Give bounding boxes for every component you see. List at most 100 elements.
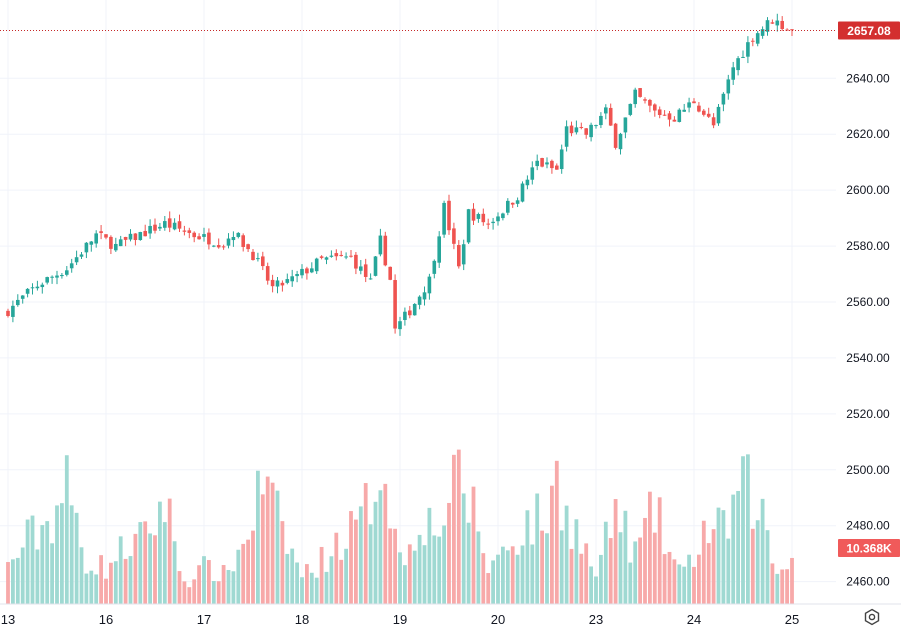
- volume-bar: [118, 536, 123, 604]
- candle-body: [177, 221, 182, 229]
- last-volume-label: 10.368K: [846, 542, 892, 556]
- candle-body: [128, 233, 133, 240]
- candle-body: [295, 274, 299, 277]
- volume-bar: [15, 557, 20, 604]
- volume-bar: [40, 525, 45, 604]
- volume-bar: [246, 539, 250, 604]
- volume-bar: [407, 544, 412, 604]
- candle-body: [657, 109, 662, 115]
- volume-bar: [603, 521, 608, 604]
- last-volume-badge: [838, 539, 900, 557]
- candle-body: [628, 103, 633, 115]
- candle-body: [11, 305, 15, 317]
- volume-bar: [211, 581, 216, 604]
- candle-body: [324, 257, 329, 260]
- candle-body: [638, 88, 642, 97]
- volume-bar: [452, 454, 456, 604]
- volume-bar: [613, 499, 618, 604]
- candle-body: [486, 223, 490, 225]
- candle-body: [510, 202, 515, 205]
- candle-body: [760, 29, 765, 36]
- volume-bar: [618, 532, 623, 604]
- volume-bar: [251, 530, 255, 604]
- candle-body: [569, 125, 574, 134]
- volume-bar: [648, 491, 652, 604]
- volume-bar: [329, 556, 334, 604]
- candle-body: [555, 165, 559, 170]
- candle-body: [726, 79, 731, 94]
- candle-body: [584, 128, 588, 135]
- candle-body: [751, 40, 755, 42]
- x-axis: 13 16 17 18 19 20 23 24 25: [0, 603, 901, 627]
- volume-bar: [559, 530, 564, 604]
- volume-bar: [746, 454, 750, 604]
- volume-bar: [780, 569, 785, 604]
- candle-body: [447, 200, 451, 231]
- candle-body: [721, 93, 726, 105]
- candle-body: [251, 251, 255, 261]
- candle-body: [349, 255, 353, 257]
- volume-bar: [226, 570, 231, 604]
- y-tick-label: 2500.00: [846, 463, 890, 477]
- volume-bar: [706, 543, 711, 604]
- y-tick-label: 2540.00: [846, 351, 890, 365]
- volume-bar: [692, 566, 696, 604]
- volume-bar: [608, 538, 613, 604]
- candle-body: [30, 287, 35, 289]
- candle-body: [633, 89, 637, 105]
- volume-bar: [628, 562, 633, 604]
- candle-body: [334, 253, 339, 257]
- candles: [6, 13, 794, 336]
- volume-bar: [319, 546, 324, 604]
- candle-body: [682, 109, 686, 112]
- candle-body: [290, 276, 294, 282]
- candle-body: [35, 286, 40, 289]
- x-tick-label: 25: [785, 612, 799, 627]
- candle-body: [780, 20, 784, 29]
- candle-body: [74, 257, 79, 263]
- volume-bar: [148, 533, 152, 604]
- candle-body: [618, 133, 623, 150]
- candle-body: [677, 109, 682, 122]
- volume-bar: [177, 571, 182, 604]
- volume-bar: [55, 505, 59, 604]
- volume-bar: [584, 543, 589, 604]
- candle-body: [192, 232, 196, 238]
- volume-bar: [20, 547, 25, 604]
- candle-body: [104, 234, 108, 238]
- volume-bar: [510, 546, 515, 604]
- candle-body: [461, 244, 466, 265]
- volume-bar: [501, 546, 505, 604]
- candle-body: [246, 244, 250, 250]
- volume-bar: [354, 519, 358, 604]
- candle-body: [256, 258, 260, 260]
- volume-bar: [109, 562, 113, 604]
- candle-body: [261, 256, 265, 267]
- volume-bar: [736, 490, 740, 604]
- candle-body: [579, 126, 584, 128]
- volume-bar: [505, 550, 510, 604]
- volume-bar: [545, 533, 549, 604]
- x-tick-label: 18: [295, 612, 309, 627]
- volume-bar: [324, 571, 329, 604]
- candle-body: [25, 288, 30, 294]
- candle-body: [790, 29, 794, 31]
- volume-bar: [486, 573, 491, 604]
- candle-body: [687, 102, 691, 108]
- volume-bar: [358, 506, 363, 604]
- volume-bar: [69, 505, 74, 604]
- candle-body: [143, 230, 147, 237]
- candle-body: [530, 167, 535, 180]
- candle-body: [736, 58, 740, 71]
- chart-settings-button[interactable]: [861, 606, 883, 628]
- volume-bar: [726, 538, 731, 604]
- candle-body: [755, 33, 760, 44]
- volume-bar: [677, 564, 682, 604]
- y-tick-label: 2480.00: [846, 519, 890, 533]
- candle-body: [648, 99, 652, 106]
- last-price-badge: [838, 21, 900, 40]
- volume-bar: [339, 559, 344, 604]
- candle-body: [457, 245, 461, 267]
